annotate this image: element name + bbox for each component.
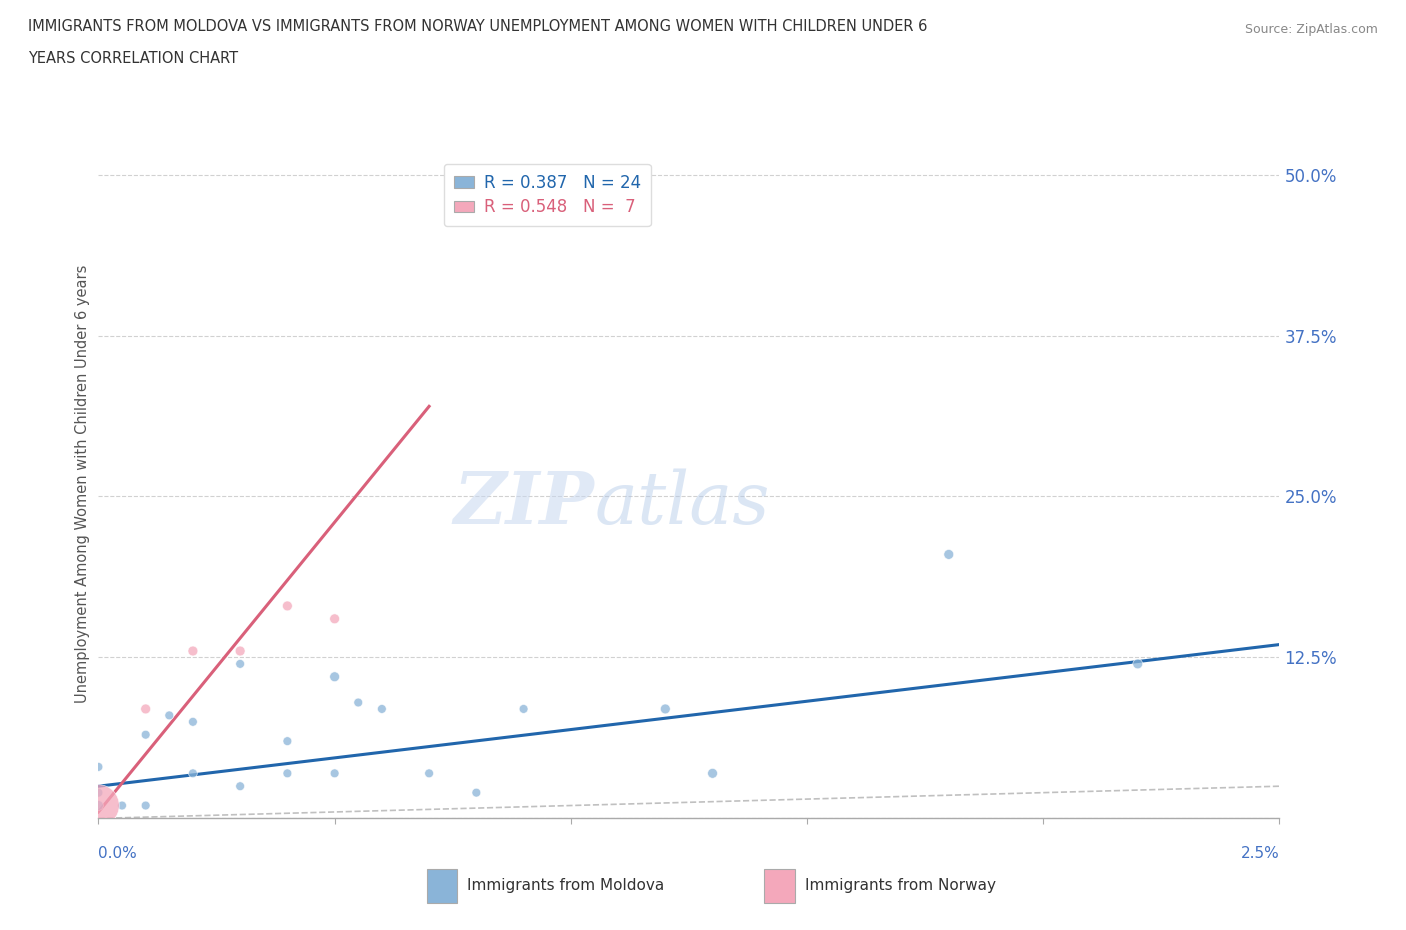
Point: [371, 701, 394, 716]
Point: [702, 766, 724, 781]
Text: 2.5%: 2.5%: [1240, 846, 1279, 861]
Point: [181, 766, 204, 781]
Text: Source: ZipAtlas.com: Source: ZipAtlas.com: [1244, 23, 1378, 36]
Point: [229, 644, 252, 658]
Point: [418, 766, 440, 781]
Text: Immigrants from Moldova: Immigrants from Moldova: [467, 878, 665, 894]
Point: [229, 657, 252, 671]
Point: [276, 599, 298, 614]
Point: [135, 701, 157, 716]
Point: [323, 611, 346, 626]
Point: [111, 798, 134, 813]
Y-axis label: Unemployment Among Women with Children Under 6 years: Unemployment Among Women with Children U…: [75, 264, 90, 703]
Text: IMMIGRANTS FROM MOLDOVA VS IMMIGRANTS FROM NORWAY UNEMPLOYMENT AMONG WOMEN WITH : IMMIGRANTS FROM MOLDOVA VS IMMIGRANTS FR…: [28, 19, 928, 33]
Point: [229, 778, 252, 793]
FancyBboxPatch shape: [765, 869, 794, 902]
Point: [1126, 657, 1149, 671]
Point: [465, 167, 488, 182]
Point: [938, 547, 960, 562]
Point: [347, 695, 370, 710]
Point: [276, 766, 298, 781]
Point: [87, 798, 110, 813]
Text: YEARS CORRELATION CHART: YEARS CORRELATION CHART: [28, 51, 238, 66]
Text: Immigrants from Norway: Immigrants from Norway: [804, 878, 995, 894]
Point: [87, 785, 110, 800]
Text: ZIP: ZIP: [454, 468, 595, 539]
Point: [465, 785, 488, 800]
Point: [87, 760, 110, 775]
Point: [157, 708, 180, 723]
Text: atlas: atlas: [595, 469, 770, 539]
Point: [135, 727, 157, 742]
Point: [87, 798, 110, 813]
Point: [181, 714, 204, 729]
Point: [276, 734, 298, 749]
Point: [323, 670, 346, 684]
Point: [323, 766, 346, 781]
FancyBboxPatch shape: [427, 869, 457, 902]
Point: [654, 701, 676, 716]
Legend: R = 0.387   N = 24, R = 0.548   N =  7: R = 0.387 N = 24, R = 0.548 N = 7: [444, 164, 651, 227]
Point: [512, 701, 534, 716]
Point: [181, 644, 204, 658]
Text: 0.0%: 0.0%: [98, 846, 138, 861]
Point: [135, 798, 157, 813]
